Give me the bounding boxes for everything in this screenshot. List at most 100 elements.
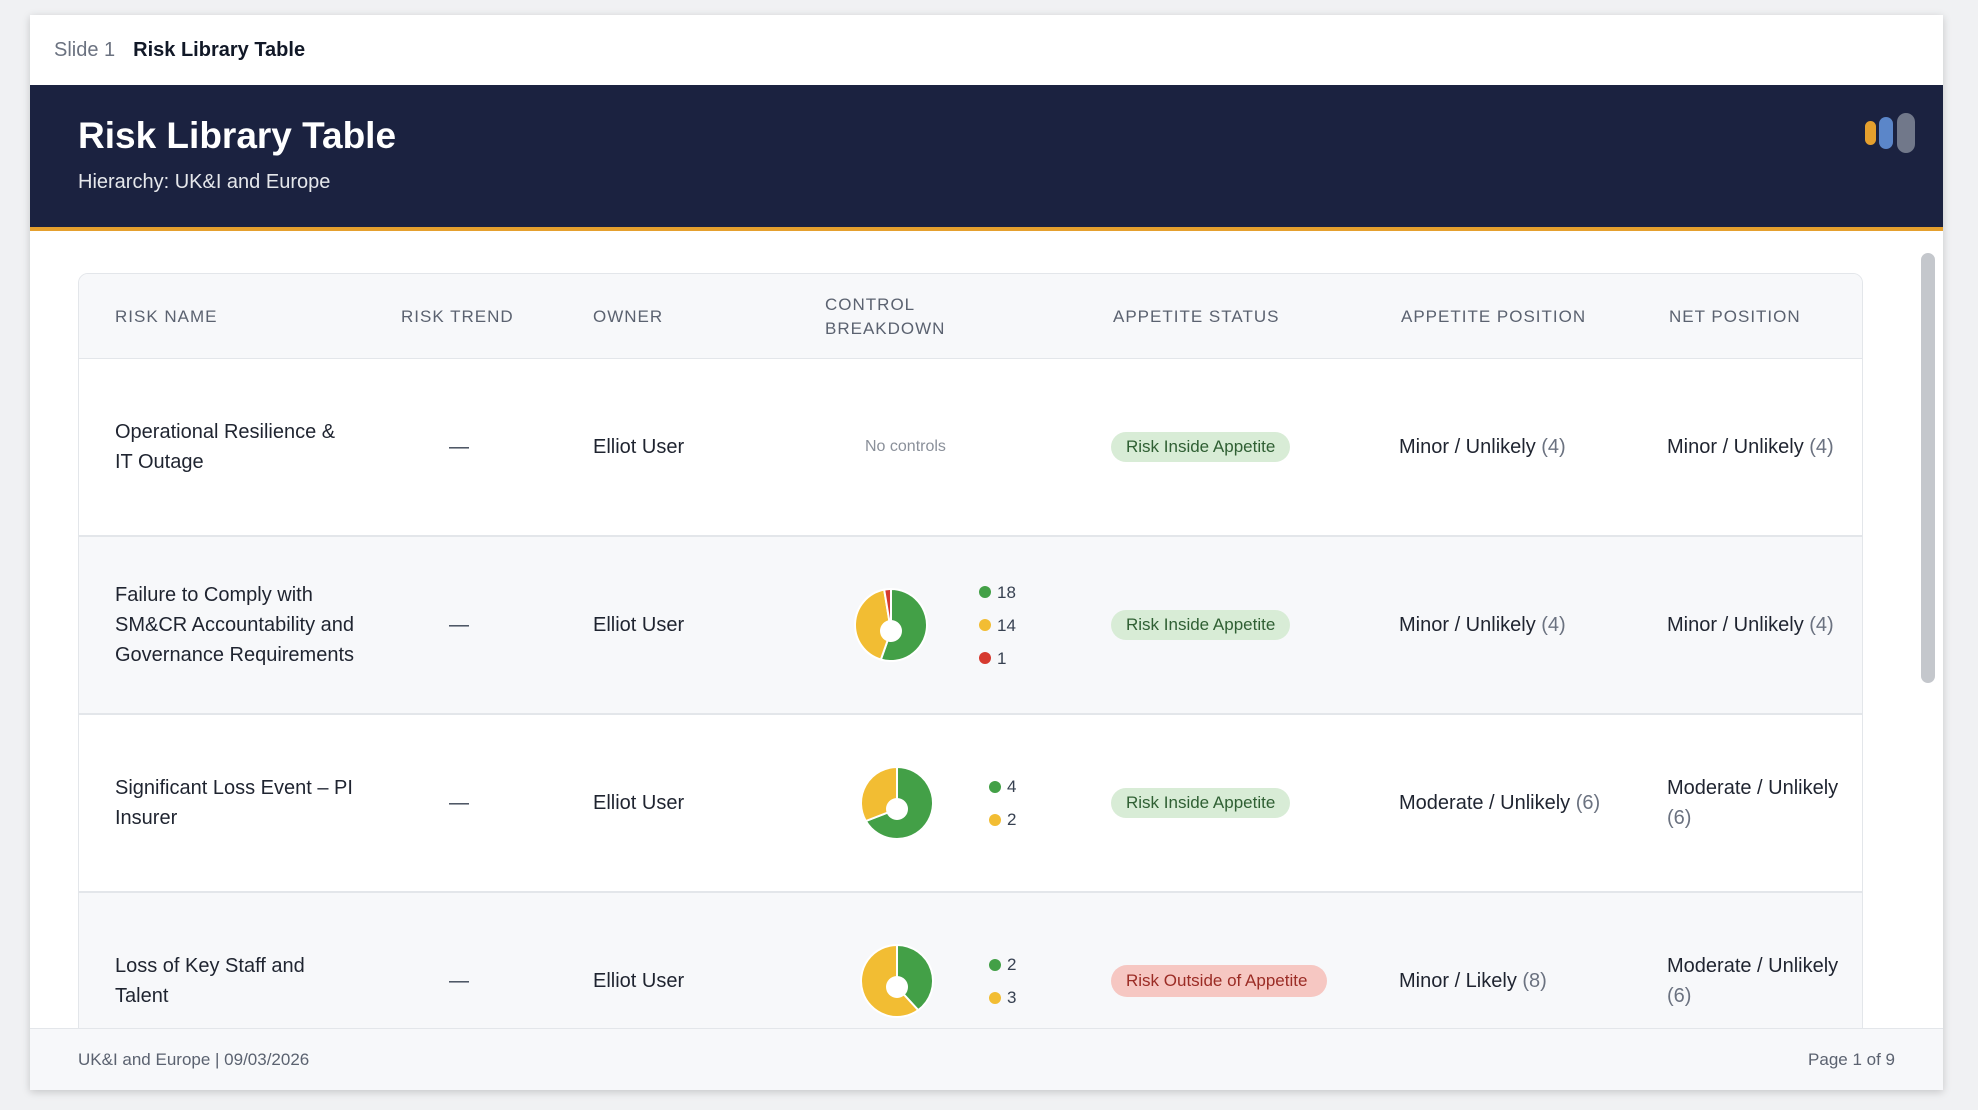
risk-owner: Elliot User [593,970,685,992]
slide: Slide 1 Risk Library Table Risk Library … [30,15,1943,1090]
appetite-status: Risk Inside Appetite [1111,715,1331,891]
legend-item-green: 4 [989,772,1016,801]
appetite-status: Risk Inside Appetite [1111,359,1331,535]
legend-count: 2 [1007,810,1017,829]
column-header-appetite-position[interactable]: APPETITE POSITION [1401,306,1587,326]
legend-item-amber: 3 [989,983,1016,1012]
risk-owner: Elliot User [593,792,685,814]
risk-name[interactable]: Operational Resilience & IT Outage [115,421,336,473]
donut-segment-green[interactable] [879,587,928,662]
donut-hole [886,976,908,998]
table-row[interactable]: Loss of Key Staff and Talent — Elliot Us… [79,893,1862,1043]
appetite-position: Moderate / Unlikely (6) [1399,715,1629,891]
control-donut-chart [854,587,928,662]
legend-dot-icon [989,780,1001,793]
scrollbar-thumb[interactable] [1921,253,1935,683]
legend-item-amber: 14 [979,611,1016,640]
page-indicator: Page 1 of 9 [1808,1049,1895,1069]
legend-count: 3 [1007,988,1017,1007]
net-position-label: Moderate / Unlikely [1667,955,1839,977]
donut-segment-amber[interactable] [854,588,893,661]
control-donut-chart [860,943,934,1018]
legend-count: 1 [997,648,1007,668]
legend-dot-icon [989,813,1001,826]
appetite-status: Risk Inside Appetite [1111,537,1331,713]
risk-owner: Elliot User [593,436,685,458]
appetite-position: Minor / Unlikely (4) [1399,359,1629,535]
net-position: Minor / Unlikely (4) [1667,359,1847,535]
risk-trend: — [449,970,469,992]
net-position: Minor / Unlikely (4) [1667,537,1847,713]
legend-count: 14 [997,615,1016,635]
net-position-label: Minor / Unlikely [1667,614,1804,636]
appetite-position: Minor / Likely (8) [1399,893,1629,1043]
appetite-position-label: Moderate / Unlikely [1399,792,1571,814]
column-header-owner[interactable]: OWNER [593,306,664,326]
legend-count: 2 [1007,955,1017,974]
risk-trend: — [449,792,469,814]
no-controls-label: No controls [865,438,946,455]
risk-name[interactable]: Failure to Comply with SM&CR Accountabil… [115,584,355,666]
legend-dot-icon [979,652,991,664]
legend-item-green: 18 [979,578,1016,607]
legend-dot-icon [979,586,991,598]
slide-number: Slide 1 [54,38,116,61]
risk-name[interactable]: Significant Loss Event – PI Insurer [115,777,353,829]
column-header-appetite-status[interactable]: APPETITE STATUS [1113,306,1280,326]
slide-footer: UK&I and Europe | 09/03/2026 Page 1 of 9 [30,1028,1943,1090]
risk-trend: — [449,436,469,458]
slide-name: Risk Library Table [133,38,306,61]
status-badge: Risk Outside of Appetite [1111,965,1327,997]
legend-dot-icon [979,619,991,631]
column-header-risk-trend[interactable]: RISK TREND [401,306,514,326]
legend-item-amber: 2 [989,805,1016,834]
column-header-control-breakdown[interactable]: CONTROL BREAKDOWN [825,294,946,338]
appetite-position-score: (4) [1541,436,1566,458]
risk-table: RISK NAME RISK TREND OWNER CONTROL BREAK… [78,273,1863,1043]
status-badge: Risk Inside Appetite [1111,610,1291,640]
table-header: RISK NAME RISK TREND OWNER CONTROL BREAK… [79,274,1862,359]
table-row[interactable]: Significant Loss Event – PI Insurer — El… [79,715,1862,893]
control-donut-chart [860,765,934,840]
slide-tab-bar: Slide 1 Risk Library Table [30,15,1943,85]
table-row[interactable]: Failure to Comply with SM&CR Accountabil… [79,537,1862,715]
footer-hierarchy-date: UK&I and Europe | 09/03/2026 [78,1049,310,1069]
legend-count: 4 [1007,777,1017,796]
hierarchy-subtitle: Hierarchy: UK&I and Europe [78,171,331,193]
legend-item-red: 1 [979,644,1016,673]
vertical-scrollbar[interactable] [1913,235,1943,1028]
appetite-position-label: Minor / Unlikely [1399,614,1536,636]
donut-segment-green[interactable] [896,943,934,1012]
donut-hole [886,798,908,820]
control-legend: 18 14 1 [979,578,1016,673]
net-position-score: (4) [1809,436,1834,458]
net-position-score: (6) [1667,985,1692,1007]
column-header-net-position[interactable]: NET POSITION [1669,306,1801,326]
risk-owner: Elliot User [593,614,685,636]
risk-name[interactable]: Loss of Key Staff and Talent [115,955,305,1007]
net-position: Moderate / Unlikely (6) [1667,715,1847,891]
page-title: Risk Library Table [78,115,397,156]
status-badge: Risk Inside Appetite [1111,432,1291,462]
column-header-risk-name[interactable]: RISK NAME [115,306,218,326]
legend-dot-icon [989,991,1001,1004]
status-badge: Risk Inside Appetite [1111,788,1291,818]
legend-dot-icon [989,958,1001,971]
appetite-position: Minor / Unlikely (4) [1399,537,1629,713]
appetite-position-score: (6) [1575,792,1601,814]
table-row[interactable]: Operational Resilience & IT Outage — Ell… [79,359,1862,537]
net-position-score: (4) [1809,614,1834,636]
appetite-position-score: (8) [1522,970,1547,992]
risk-trend: — [449,614,469,636]
donut-hole [880,620,902,642]
appetite-status: Risk Outside of Appetite [1111,893,1331,1043]
table-viewport[interactable]: RISK NAME RISK TREND OWNER CONTROL BREAK… [30,235,1913,1043]
net-position: Moderate / Unlikely (6) [1667,893,1847,1043]
control-breakdown: No controls [819,359,1079,535]
appetite-position-label: Minor / Likely [1399,970,1517,992]
brand-logo-icon [1865,113,1915,153]
